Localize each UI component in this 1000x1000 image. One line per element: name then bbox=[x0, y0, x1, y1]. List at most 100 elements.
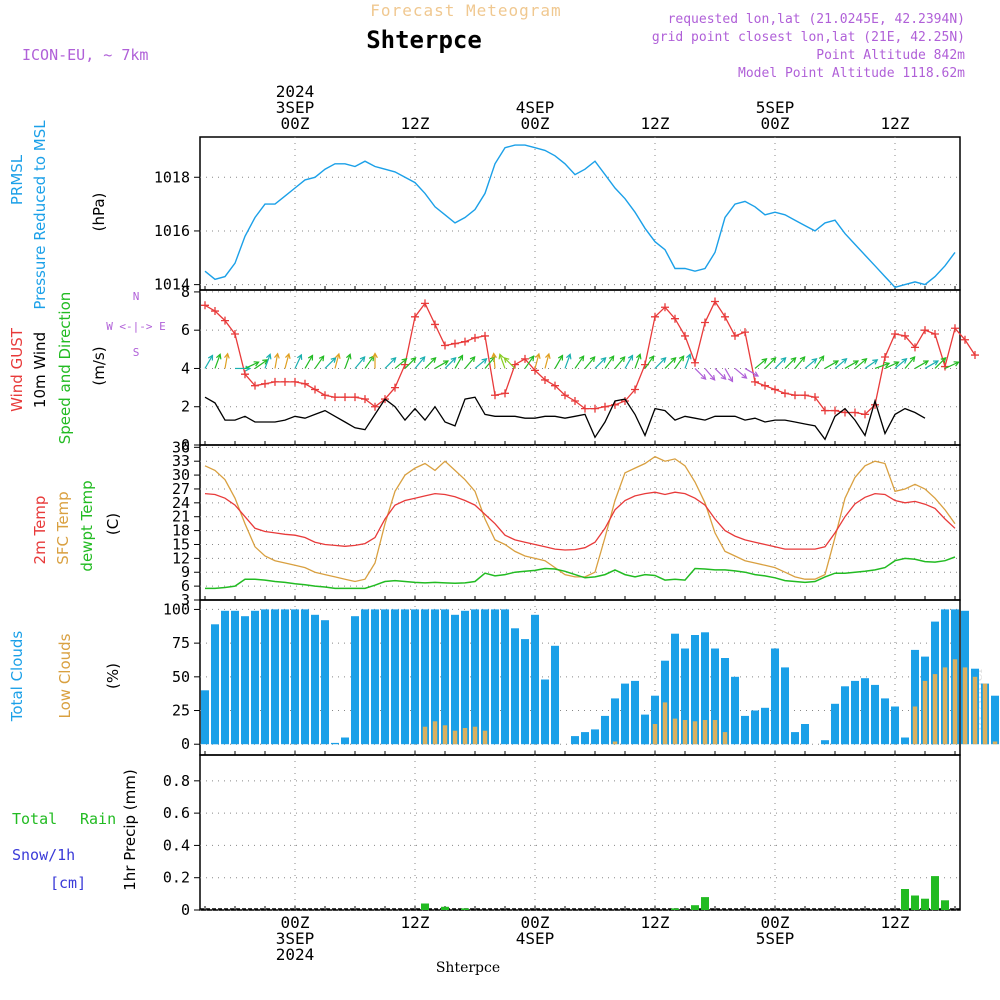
wind-direction-arrow bbox=[474, 358, 488, 369]
arrow-head bbox=[284, 352, 291, 359]
wind-direction-arrow bbox=[674, 355, 685, 369]
rain-bar bbox=[921, 898, 929, 910]
total-clouds-bar bbox=[341, 737, 349, 745]
arrow-shaft bbox=[714, 368, 727, 380]
arrow-shaft bbox=[674, 355, 685, 369]
wind-10m-label: 10m Wind bbox=[31, 332, 49, 408]
arrow-head bbox=[262, 359, 269, 365]
arrow-head bbox=[557, 354, 564, 361]
gust-marker bbox=[281, 377, 289, 386]
gust-marker bbox=[671, 314, 679, 323]
low-clouds-bar bbox=[702, 720, 708, 745]
gust-marker bbox=[271, 377, 279, 386]
plot-layer: 1014101610180246836912151821242730333602… bbox=[154, 82, 999, 964]
wind-direction-arrow bbox=[274, 352, 280, 369]
total-clouds-bar bbox=[721, 658, 729, 745]
arrow-shaft bbox=[503, 357, 516, 369]
low-clouds-label: Low Clouds bbox=[56, 633, 74, 718]
arrow-shaft bbox=[499, 354, 506, 369]
arrow-head bbox=[720, 374, 727, 380]
low-clouds-bar bbox=[672, 718, 678, 745]
gust-marker bbox=[501, 389, 509, 398]
arrow-head bbox=[811, 358, 818, 364]
wind-direction-arrow bbox=[284, 352, 291, 369]
wind-direction-arrow bbox=[491, 352, 497, 369]
gust-marker bbox=[761, 381, 769, 390]
arrow-shaft bbox=[644, 355, 655, 369]
total-clouds-bar bbox=[571, 736, 579, 745]
total-clouds-bar bbox=[731, 676, 739, 745]
wind-direction-arrow bbox=[244, 361, 260, 370]
total-clouds-bar bbox=[221, 610, 229, 745]
top-time-label: 00Z bbox=[761, 114, 790, 133]
wind-direction-arrow bbox=[424, 356, 437, 369]
arrow-shaft bbox=[214, 354, 221, 369]
wind-direction-arrow bbox=[654, 356, 667, 369]
arrow-shaft bbox=[584, 356, 596, 369]
bottom-time-label: 12Z bbox=[641, 913, 670, 932]
wind-direction-arrow bbox=[934, 356, 947, 369]
total-clouds-bar bbox=[621, 683, 629, 745]
precip-ytick-label: 0.8 bbox=[163, 772, 190, 790]
arrow-head bbox=[660, 356, 667, 363]
total-clouds-bar bbox=[861, 678, 869, 745]
total-clouds-bar bbox=[451, 614, 459, 745]
clouds-ytick-label: 25 bbox=[172, 702, 190, 720]
rain-bar bbox=[691, 905, 699, 910]
total-clouds-bar bbox=[891, 706, 899, 745]
low-clouds-bar bbox=[932, 674, 938, 745]
arrow-head bbox=[430, 356, 437, 363]
rain-bar bbox=[911, 895, 919, 910]
arrow-shaft bbox=[894, 358, 907, 369]
top-time-label: 00Z bbox=[521, 114, 550, 133]
arrow-shaft bbox=[724, 368, 734, 382]
wind-direction-arrow bbox=[764, 356, 777, 369]
wind-direction-arrow bbox=[364, 355, 375, 369]
total-clouds-bar bbox=[691, 635, 699, 745]
rain-bar bbox=[671, 908, 679, 910]
gust-marker bbox=[311, 385, 319, 394]
total-clouds-bar bbox=[371, 609, 379, 745]
gust-marker bbox=[741, 328, 749, 337]
gust-marker bbox=[351, 393, 359, 402]
arrow-head bbox=[670, 356, 677, 363]
gust-marker bbox=[371, 402, 379, 411]
total-clouds-bar bbox=[321, 620, 329, 745]
wind-ytick-label: 6 bbox=[181, 321, 190, 339]
arrow-head bbox=[372, 352, 378, 359]
arrow-head bbox=[799, 356, 806, 362]
wind-direction-arrow bbox=[384, 356, 397, 369]
total-clouds-bar bbox=[261, 609, 269, 745]
wind-ytick-label: 4 bbox=[181, 359, 190, 377]
arrow-head bbox=[893, 361, 900, 367]
clouds-ytick-label: 0 bbox=[181, 735, 190, 753]
gust-marker bbox=[491, 391, 499, 400]
arrow-head bbox=[861, 358, 868, 364]
low-clouds-bar bbox=[682, 720, 688, 745]
gust-marker bbox=[211, 307, 219, 316]
arrow-shaft bbox=[864, 359, 878, 369]
pressure-unit: (hPa) bbox=[90, 193, 108, 232]
arrow-head bbox=[589, 356, 596, 362]
bottom-time-label: 5SEP bbox=[756, 929, 795, 948]
wind-direction-arrow bbox=[714, 368, 727, 380]
prmsl-label: PRMSL bbox=[8, 154, 26, 205]
wind-direction-arrow bbox=[394, 358, 408, 369]
total-clouds-bar bbox=[401, 609, 409, 745]
arrow-head bbox=[265, 353, 272, 360]
arrow-shaft bbox=[274, 353, 279, 369]
clouds-ytick-label: 100 bbox=[163, 600, 190, 618]
arrow-head bbox=[481, 358, 488, 364]
arrow-shaft bbox=[844, 360, 859, 369]
temp-unit: (C) bbox=[104, 513, 122, 535]
total-clouds-bar bbox=[271, 609, 279, 745]
wind-direction-arrow bbox=[554, 354, 564, 369]
wind-direction-arrow bbox=[844, 360, 860, 369]
arrow-head bbox=[608, 355, 615, 362]
gust-marker bbox=[551, 381, 559, 390]
bottom-time-label: 2024 bbox=[276, 945, 315, 964]
t2m-line bbox=[204, 491, 956, 551]
wind-direction-arrow bbox=[534, 352, 541, 369]
temp-2m-label: 2m Temp bbox=[31, 496, 49, 565]
arrow-shaft bbox=[404, 357, 417, 369]
